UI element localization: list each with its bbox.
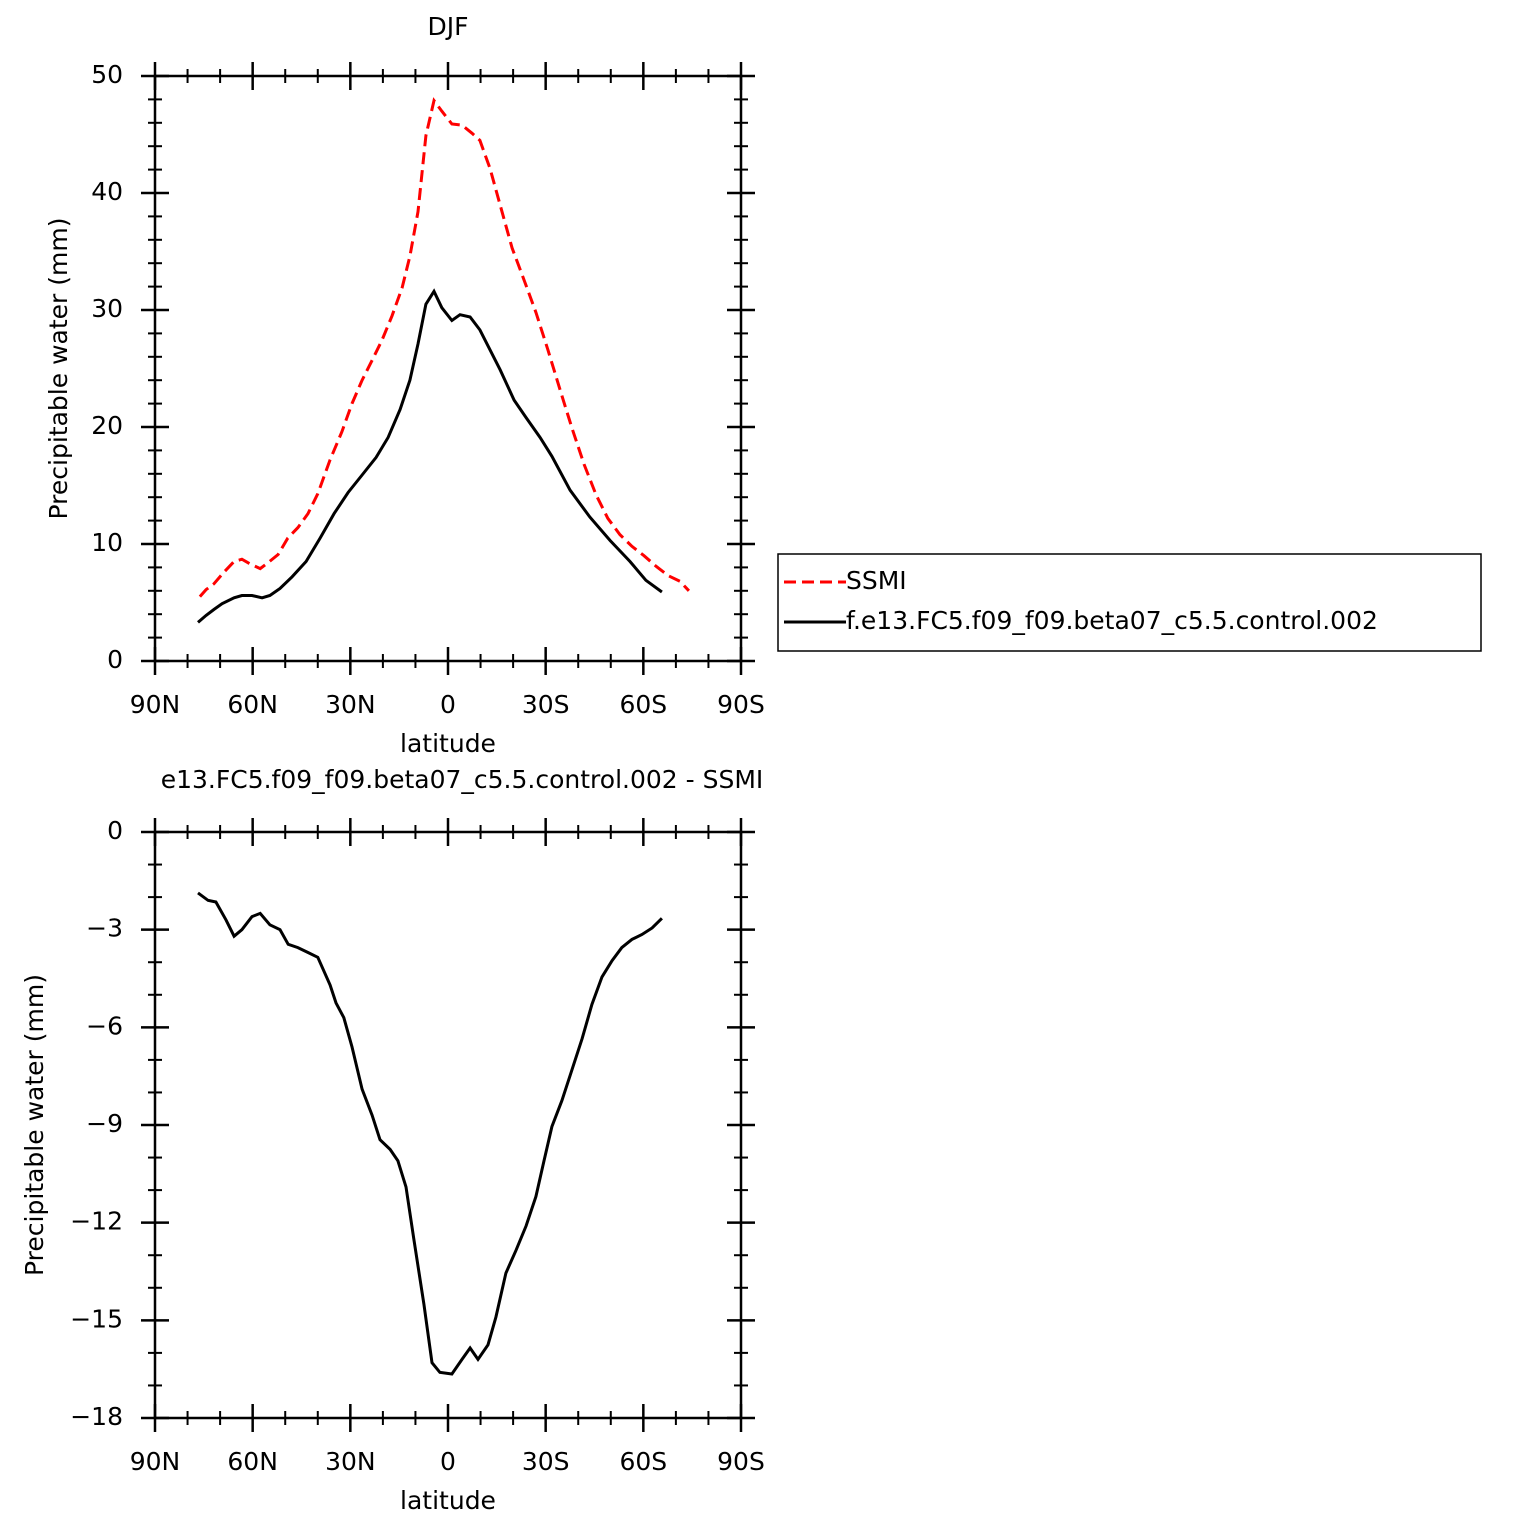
x-axis-label: latitude [400,1486,496,1515]
x-tick-label: 60S [619,690,667,719]
data-line [197,891,663,1376]
chart-title: e13.FC5.f09_f09.beta07_c5.5.control.002 … [161,765,764,794]
x-tick-label: 0 [440,1447,456,1476]
y-tick-label: −6 [86,1011,123,1040]
y-tick-label: 20 [91,411,123,440]
legend-label: SSMI [846,566,907,595]
y-tick-label: 30 [91,294,123,323]
x-tick-label: 0 [440,690,456,719]
y-tick-label: −3 [86,914,123,943]
x-tick-label: 90N [130,1447,181,1476]
x-tick-label: 60S [619,1447,667,1476]
y-axis-label: Precipitable water (mm) [44,218,73,520]
x-tick-label: 30S [522,690,570,719]
x-tick-label: 60N [227,690,278,719]
x-tick-label: 60N [227,1447,278,1476]
x-tick-label: 90S [717,690,765,719]
y-tick-label: 0 [107,816,123,845]
y-tick-label: −12 [70,1207,123,1236]
legend-box [777,553,1482,652]
y-axis-label: Precipitable water (mm) [20,974,49,1276]
y-tick-label: 50 [91,60,123,89]
y-tick-label: 0 [107,645,123,674]
y-tick-label: −18 [70,1402,123,1431]
x-tick-label: 90S [717,1447,765,1476]
plot-frame [153,830,743,1420]
plot-frame [153,74,743,663]
y-tick-label: 10 [91,528,123,557]
chart-title: DJF [427,12,468,41]
data-line [198,97,690,598]
data-line [197,288,663,624]
y-tick-label: −9 [86,1109,123,1138]
legend-label: f.e13.FC5.f09_f09.beta07_c5.5.control.00… [846,606,1378,635]
y-tick-label: −15 [70,1304,123,1333]
x-tick-label: 30N [325,690,376,719]
x-tick-label: 30N [325,1447,376,1476]
x-tick-label: 90N [130,690,181,719]
x-tick-label: 30S [522,1447,570,1476]
y-tick-label: 40 [91,177,123,206]
x-axis-label: latitude [400,729,496,758]
